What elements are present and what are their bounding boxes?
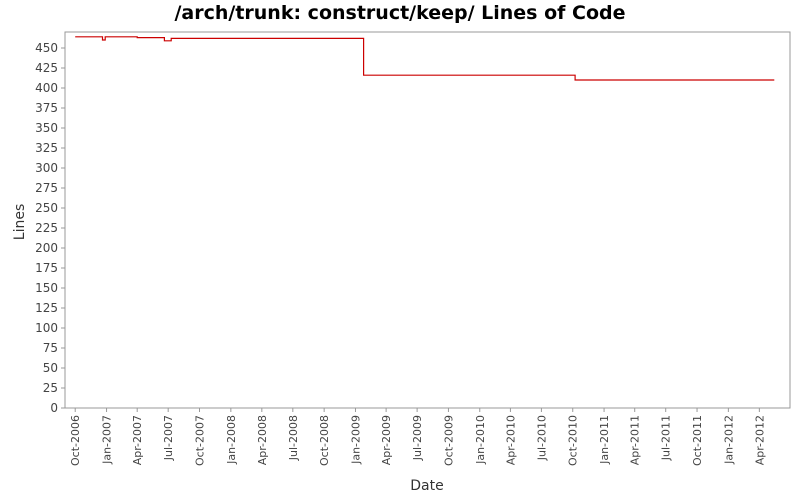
chart-title: /arch/trunk: construct/keep/ Lines of Co… — [174, 2, 626, 24]
x-axis-label: Date — [410, 478, 443, 494]
x-tick-label: Jul-2007 — [162, 415, 175, 461]
x-tick-label: Jan-2012 — [722, 415, 735, 465]
x-tick-label: Apr-2008 — [256, 415, 269, 465]
x-tick-label: Oct-2009 — [442, 415, 455, 466]
x-tick-label: Jan-2010 — [474, 415, 487, 465]
series-layer — [75, 36, 775, 81]
x-tick-label: Apr-2007 — [131, 415, 144, 465]
y-tick-label: 300 — [35, 161, 58, 175]
y-tick-label: 350 — [35, 121, 58, 135]
x-tick-label: Oct-2007 — [194, 415, 207, 466]
y-tick-label: 375 — [35, 101, 58, 115]
y-tick-label: 450 — [35, 41, 58, 55]
x-tick-label: Jul-2008 — [287, 415, 300, 461]
y-tick-label: 125 — [35, 301, 58, 315]
x-tick-label: Apr-2010 — [504, 415, 517, 465]
x-tick-label: Apr-2011 — [629, 415, 642, 465]
y-tick-label: 200 — [35, 241, 58, 255]
x-tick-label: Apr-2012 — [753, 415, 766, 465]
y-tick-label: 100 — [35, 321, 58, 335]
y-tick-label: 250 — [35, 201, 58, 215]
x-tick-label: Jul-2010 — [535, 415, 548, 461]
plot-area — [64, 31, 791, 409]
x-tick-label: Jan-2008 — [225, 415, 238, 465]
x-tick-label: Oct-2010 — [567, 415, 580, 466]
y-tick-label: 175 — [35, 261, 58, 275]
y-axis: 0 25 50 75 100 125 150 175 200 225 250 275 300 325 350… — [35, 41, 65, 415]
x-tick-label: Oct-2008 — [318, 415, 331, 466]
x-axis: Oct-2006 Jan-2007 Apr-2007 Jul-2007 Oct-2007… — [69, 408, 766, 466]
y-tick-label: 425 — [35, 61, 58, 75]
x-tick-label: Oct-2011 — [691, 415, 704, 466]
series-line — [75, 36, 775, 81]
y-tick-label: 50 — [43, 361, 58, 375]
x-tick-label: Jul-2009 — [411, 415, 424, 461]
y-tick-label: 275 — [35, 181, 58, 195]
x-tick-label: Jul-2011 — [660, 415, 673, 461]
y-axis-label: Lines — [12, 204, 28, 240]
y-tick-label: 225 — [35, 221, 58, 235]
y-tick-label: 400 — [35, 81, 58, 95]
x-tick-label: Jan-2009 — [349, 415, 362, 465]
x-tick-label: Jan-2007 — [101, 415, 114, 465]
y-tick-label: 0 — [50, 401, 58, 415]
y-tick-label: 150 — [35, 281, 58, 295]
x-tick-label: Oct-2006 — [69, 415, 82, 466]
y-tick-label: 25 — [43, 381, 58, 395]
x-tick-label: Apr-2009 — [380, 415, 393, 465]
x-tick-label: Jan-2011 — [598, 415, 611, 465]
y-tick-label: 75 — [43, 341, 58, 355]
y-tick-label: 325 — [35, 141, 58, 155]
